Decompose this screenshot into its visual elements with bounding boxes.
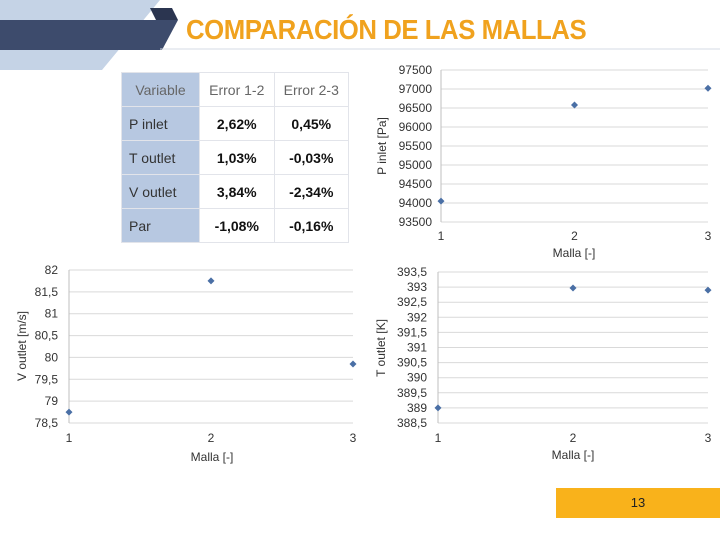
table-row: V outlet 3,84% -2,34% (121, 174, 349, 209)
x-tick-label: 2 (571, 229, 578, 243)
table-cell-error-2-3: -2,34% (273, 174, 349, 209)
y-tick-label: 94000 (399, 196, 433, 210)
x-tick-label: 1 (66, 431, 73, 445)
x-tick-label: 3 (705, 431, 712, 445)
dark-accent-banner (150, 8, 178, 20)
y-tick-label: 390,5 (397, 356, 427, 370)
x-tick-label: 1 (435, 431, 442, 445)
y-tick-label: 392 (407, 310, 427, 324)
y-tick-label: 81 (45, 307, 59, 321)
y-tick-label: 391 (407, 341, 427, 355)
x-tick-label: 3 (350, 431, 357, 445)
table-cell-error-2-3: 0,45% (273, 106, 349, 141)
data-point (434, 404, 442, 412)
y-tick-label: 78,5 (35, 416, 59, 430)
y-tick-label: 96000 (399, 120, 433, 134)
table-cell-label: T outlet (121, 140, 200, 175)
table-header-error-1-2: Error 1-2 (199, 72, 275, 107)
y-tick-label: 96500 (399, 101, 433, 115)
y-tick-label: 80 (45, 350, 59, 364)
y-tick-label: 389 (407, 401, 427, 415)
y-tick-label: 389,5 (397, 386, 427, 400)
y-tick-label: 393,5 (397, 265, 427, 279)
x-tick-label: 1 (438, 229, 445, 243)
y-tick-label: 97000 (399, 82, 433, 96)
table-row: P inlet 2,62% 0,45% (121, 106, 349, 141)
y-tick-label: 94500 (399, 177, 433, 191)
y-tick-label: 95500 (399, 139, 433, 153)
x-axis-label: Malla [-] (191, 450, 234, 464)
navy-banner (0, 20, 178, 50)
y-tick-label: 79 (45, 394, 59, 408)
table-cell-label: P inlet (121, 106, 200, 141)
x-tick-label: 2 (208, 431, 215, 445)
y-tick-label: 390 (407, 371, 427, 385)
x-tick-label: 2 (570, 431, 577, 445)
table-cell-error-1-2: 1,03% (199, 140, 275, 175)
table-cell-error-2-3: -0,03% (273, 140, 349, 175)
table-cell-error-1-2: -1,08% (199, 208, 275, 243)
data-point (704, 286, 712, 294)
table-cell-label: V outlet (121, 174, 200, 209)
y-tick-label: 392,5 (397, 295, 427, 309)
header-decoration (0, 0, 720, 70)
x-axis-label: Malla [-] (553, 246, 596, 260)
comparison-table: Variable Error 1-2 Error 2-3 P inlet 2,6… (121, 72, 349, 243)
x-tick-label: 3 (705, 229, 712, 243)
y-axis-label: P inlet [Pa] (375, 117, 389, 175)
y-tick-label: 81,5 (35, 285, 59, 299)
page-title: COMPARACIÓN DE LAS MALLAS (186, 14, 587, 45)
y-axis-label: V outlet [m/s] (15, 311, 29, 381)
data-point (569, 284, 577, 292)
table-cell-error-1-2: 2,62% (199, 106, 275, 141)
data-point (437, 197, 445, 205)
table-cell-label: Par (121, 208, 200, 243)
x-axis-label: Malla [-] (552, 448, 595, 462)
page-number: 13 (556, 488, 720, 518)
y-tick-label: 80,5 (35, 329, 59, 343)
y-tick-label: 391,5 (397, 325, 427, 339)
y-tick-label: 95000 (399, 158, 433, 172)
table-row: T outlet 1,03% -0,03% (121, 140, 349, 175)
y-tick-label: 393 (407, 280, 427, 294)
data-point (349, 360, 357, 368)
y-tick-label: 97500 (399, 63, 433, 77)
data-point (65, 408, 73, 416)
y-tick-label: 79,5 (35, 372, 59, 386)
table-row: Par -1,08% -0,16% (121, 208, 349, 243)
y-axis-label: T outlet [K] (374, 319, 388, 377)
y-tick-label: 93500 (399, 215, 433, 229)
table-cell-error-1-2: 3,84% (199, 174, 275, 209)
y-tick-label: 388,5 (397, 416, 427, 430)
data-point (207, 277, 215, 285)
data-point (704, 84, 712, 92)
data-point (571, 101, 578, 109)
y-tick-label: 82 (45, 263, 59, 277)
table-cell-error-2-3: -0,16% (273, 208, 349, 243)
